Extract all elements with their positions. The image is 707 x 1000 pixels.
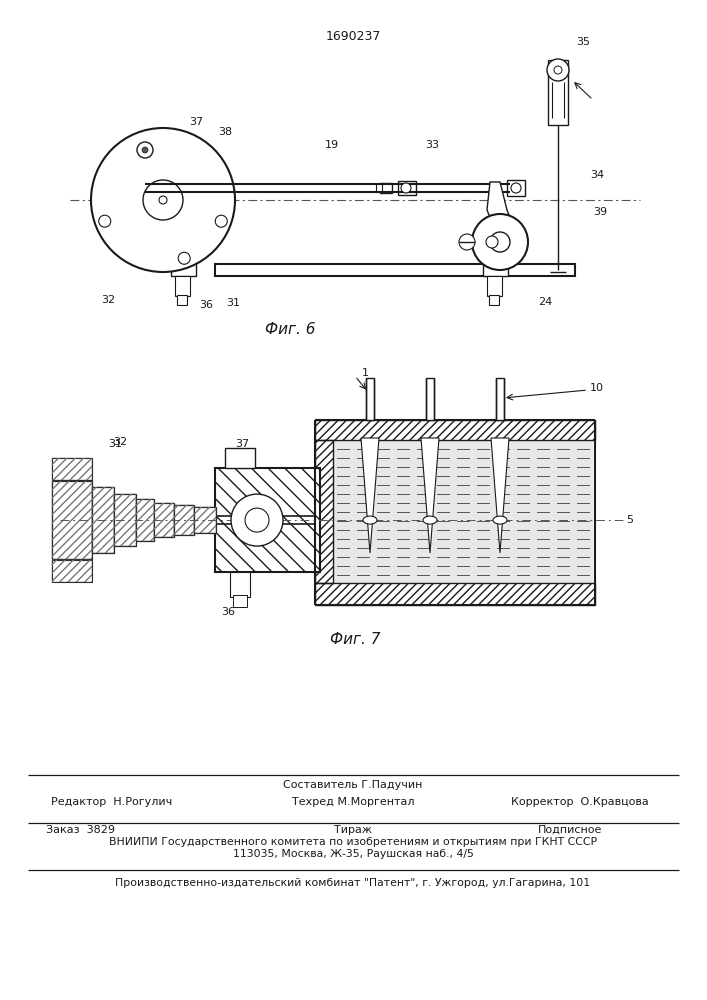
- Text: 113035, Москва, Ж-35, Раушская наб., 4/5: 113035, Москва, Ж-35, Раушская наб., 4/5: [233, 849, 474, 859]
- Bar: [92, 487, 114, 553]
- Polygon shape: [491, 438, 509, 553]
- Bar: [230, 572, 250, 597]
- Bar: [52, 560, 92, 582]
- Bar: [233, 595, 247, 607]
- Circle shape: [245, 508, 269, 532]
- Bar: [215, 264, 575, 276]
- Circle shape: [547, 59, 569, 81]
- Bar: [156, 193, 170, 207]
- Text: Составитель Г.Падучин: Составитель Г.Падучин: [284, 780, 423, 790]
- Text: 10: 10: [590, 383, 604, 393]
- Text: 33: 33: [425, 140, 439, 150]
- Circle shape: [142, 147, 148, 153]
- Bar: [194, 507, 216, 533]
- Bar: [114, 494, 136, 546]
- Bar: [315, 440, 333, 583]
- Text: 34: 34: [590, 170, 604, 180]
- Bar: [175, 276, 190, 296]
- Text: 31: 31: [108, 439, 122, 449]
- Text: 1690237: 1690237: [325, 29, 380, 42]
- Text: 32: 32: [113, 437, 127, 447]
- Circle shape: [99, 215, 111, 227]
- Bar: [52, 560, 92, 582]
- Bar: [136, 499, 154, 541]
- Circle shape: [215, 215, 227, 227]
- Bar: [52, 458, 92, 480]
- Bar: [177, 295, 187, 305]
- Text: Фиг. 6: Фиг. 6: [264, 322, 315, 338]
- Polygon shape: [487, 182, 513, 235]
- Text: Техред М.Моргентал: Техред М.Моргентал: [292, 797, 414, 807]
- Circle shape: [490, 232, 510, 252]
- Text: Фиг. 7: Фиг. 7: [329, 633, 380, 648]
- Circle shape: [91, 128, 235, 272]
- Bar: [426, 378, 434, 420]
- Bar: [92, 487, 114, 553]
- Circle shape: [486, 236, 498, 248]
- Bar: [376, 184, 382, 192]
- Circle shape: [178, 252, 190, 264]
- Bar: [507, 180, 525, 196]
- Text: 36: 36: [199, 300, 213, 310]
- Circle shape: [159, 196, 167, 204]
- Bar: [496, 378, 504, 420]
- Circle shape: [231, 494, 283, 546]
- Text: 35: 35: [576, 37, 590, 47]
- Text: 39: 39: [593, 207, 607, 217]
- Text: 36: 36: [221, 607, 235, 617]
- Bar: [315, 583, 595, 605]
- Bar: [52, 481, 92, 559]
- Text: 5: 5: [626, 515, 633, 525]
- Bar: [171, 256, 196, 276]
- Bar: [380, 183, 392, 193]
- Text: 37: 37: [189, 117, 203, 127]
- Text: 24: 24: [538, 297, 552, 307]
- Circle shape: [511, 183, 521, 193]
- Bar: [548, 60, 568, 125]
- Circle shape: [137, 142, 153, 158]
- Bar: [194, 507, 216, 533]
- Bar: [154, 503, 174, 537]
- Circle shape: [401, 183, 411, 193]
- Text: Тираж: Тираж: [334, 825, 372, 835]
- Bar: [174, 505, 194, 535]
- Text: Подписное: Подписное: [538, 825, 602, 835]
- Bar: [225, 448, 255, 468]
- Circle shape: [554, 66, 562, 74]
- Ellipse shape: [493, 516, 507, 524]
- Bar: [366, 378, 374, 420]
- Circle shape: [143, 180, 183, 220]
- Ellipse shape: [423, 516, 437, 524]
- Bar: [136, 499, 154, 541]
- Text: Производственно-издательский комбинат "Патент", г. Ужгород, ул.Гагарина, 101: Производственно-издательский комбинат "П…: [115, 878, 590, 888]
- Bar: [174, 505, 194, 535]
- Text: Заказ  3829: Заказ 3829: [45, 825, 115, 835]
- Bar: [487, 276, 502, 296]
- Text: 37: 37: [235, 439, 249, 449]
- Circle shape: [472, 214, 528, 270]
- Bar: [114, 494, 136, 546]
- Ellipse shape: [363, 516, 377, 524]
- Circle shape: [459, 234, 475, 250]
- Bar: [315, 420, 595, 440]
- Text: 31: 31: [226, 298, 240, 308]
- Bar: [154, 503, 174, 537]
- Polygon shape: [421, 438, 439, 553]
- Polygon shape: [361, 438, 379, 553]
- Bar: [483, 256, 508, 276]
- Text: 38: 38: [218, 127, 232, 137]
- Bar: [52, 458, 92, 480]
- Text: ВНИИПИ Государственного комитета по изобретениям и открытиям при ГКНТ СССР: ВНИИПИ Государственного комитета по изоб…: [109, 837, 597, 847]
- Bar: [215, 468, 320, 572]
- Text: Корректор  О.Кравцова: Корректор О.Кравцова: [511, 797, 649, 807]
- Text: 1: 1: [361, 368, 368, 378]
- Text: 19: 19: [325, 140, 339, 150]
- Bar: [215, 468, 320, 572]
- Bar: [398, 181, 416, 195]
- Text: 32: 32: [101, 295, 115, 305]
- Bar: [52, 481, 92, 559]
- Bar: [333, 440, 593, 583]
- Bar: [489, 295, 499, 305]
- Text: Редактор  Н.Рогулич: Редактор Н.Рогулич: [52, 797, 173, 807]
